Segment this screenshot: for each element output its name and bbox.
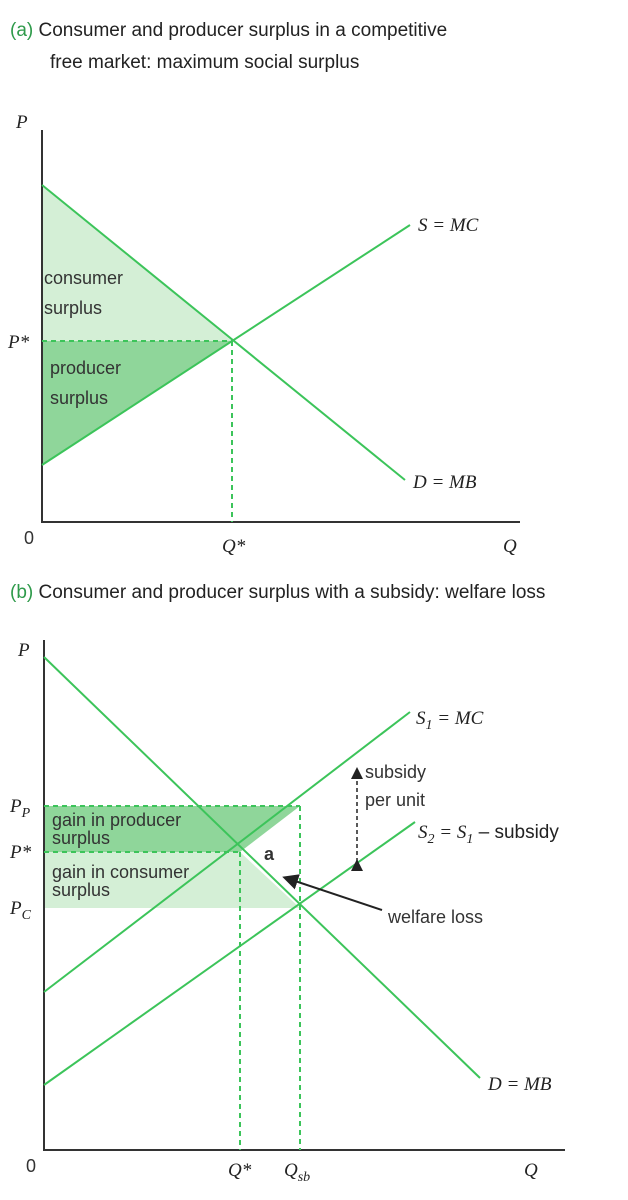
producer-surplus-label-2: surplus [50,388,108,408]
area-a-label: a [264,844,275,864]
producer-gain-area [44,806,300,852]
panel-a-title: (a) Consumer and producer surplus in a c… [10,20,447,41]
supply-curve [41,224,411,466]
origin-label: 0 [26,1156,36,1176]
panel-b: (b) Consumer and producer surplus with a… [9,582,565,1185]
subsidy-label-2: per unit [365,790,425,810]
q-star-label: Q* [228,1160,252,1181]
y-axis-label: P [17,640,30,661]
x-axis-label: Q [503,536,517,557]
p-star-label: P* [7,332,30,353]
pp-label: PP [9,796,31,821]
y-axis-label: P [15,112,28,133]
demand-curve [41,184,406,481]
producer-surplus-label: producer [50,358,121,378]
panel-a-title-line2: free market: maximum social surplus [50,52,359,73]
consumer-gain-area [44,852,300,908]
panel-a: (a) Consumer and producer surplus in a c… [7,20,520,557]
q-star-label: Q* [222,536,246,557]
consumer-gain-label-2: surplus [52,880,110,900]
panel-b-title: (b) Consumer and producer surplus with a… [10,582,545,603]
supply-label: S = MC [418,215,479,236]
s2-label: S2 = S1 – subsidy [418,822,559,847]
p-star-label: P* [9,842,32,863]
welfare-loss-label: welfare loss [387,907,483,927]
pc-label: PC [9,898,32,923]
consumer-surplus-label: consumer [44,268,123,288]
x-axis-label: Q [524,1160,538,1181]
welfare-loss-arrow [282,874,383,911]
producer-gain-label: gain in producer [52,810,181,830]
s1-label: S1 = MC [416,708,484,733]
producer-gain-label-2: surplus [52,828,110,848]
demand-curve [43,656,481,1079]
origin-label: 0 [24,528,34,548]
axes [41,130,520,523]
consumer-surplus-label-2: surplus [44,298,102,318]
qsb-label: Qsb [284,1160,310,1185]
demand-label: D = MB [487,1074,552,1095]
axes [43,640,565,1151]
consumer-gain-label: gain in consumer [52,862,189,882]
demand-label: D = MB [412,472,477,493]
subsidy-label: subsidy [365,762,426,782]
